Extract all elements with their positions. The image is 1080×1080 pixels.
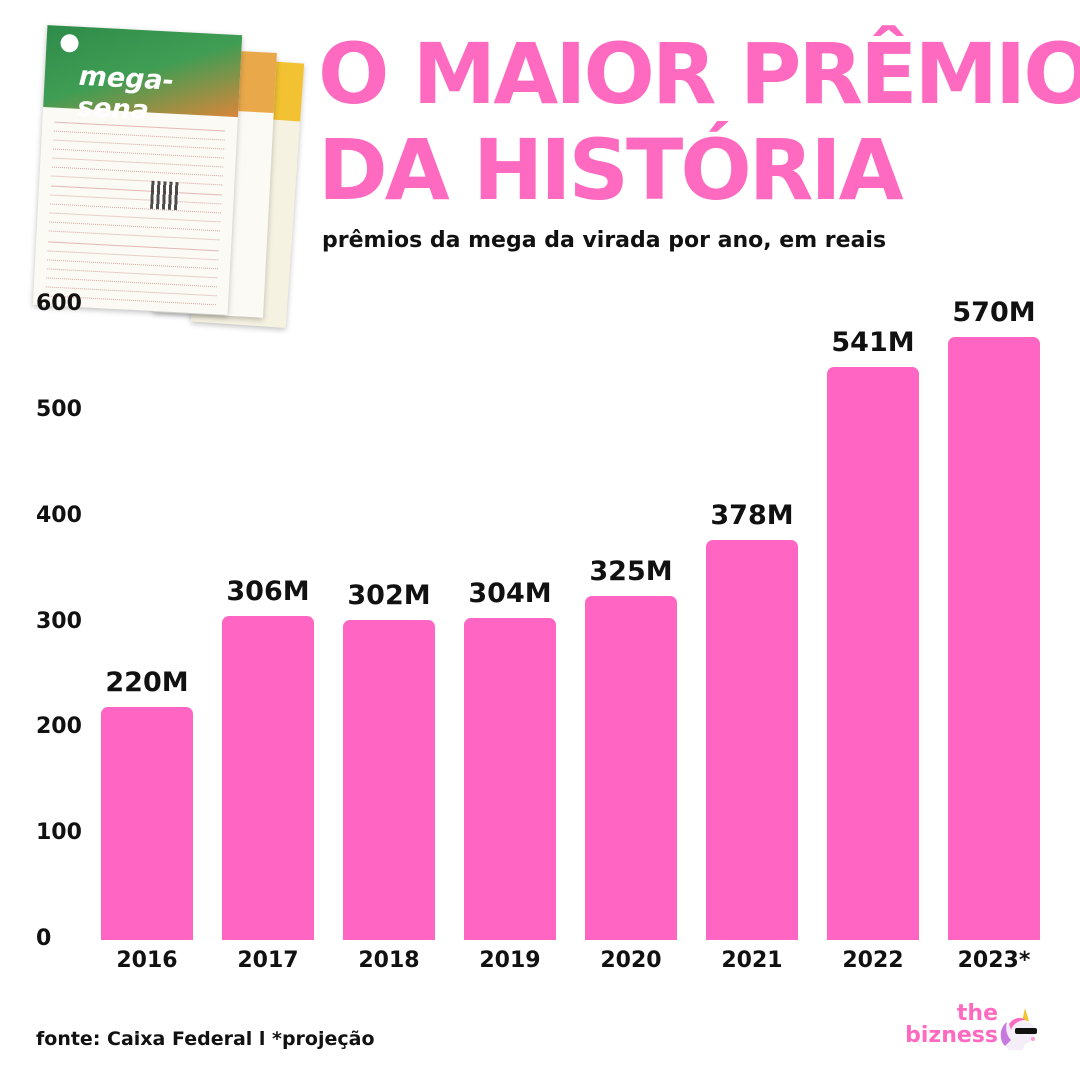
- title-line-1: O MAIOR PRÊMIO: [318, 25, 1080, 123]
- y-tick-label: 300: [36, 608, 82, 634]
- x-tick-label: 2022: [842, 948, 904, 973]
- bar-value-label: 541M: [831, 327, 915, 359]
- title-line-2: DA HISTÓRIA: [318, 121, 904, 219]
- brand-line-1: the: [956, 1001, 998, 1026]
- x-tick-label: 2019: [479, 948, 541, 973]
- y-tick-label: 0: [36, 926, 52, 951]
- x-tick-label: 2016: [116, 948, 178, 973]
- y-tick-label: 200: [36, 714, 82, 740]
- bar-2021: [706, 539, 798, 940]
- x-tick-label: 2017: [237, 948, 299, 973]
- x-tick-label: 2020: [600, 948, 662, 973]
- bar-value-label: 220M: [105, 667, 189, 699]
- x-tick-label: 2023*: [957, 948, 1031, 973]
- y-tick-label: 100: [36, 820, 82, 846]
- bar-value-label: 304M: [468, 578, 552, 610]
- bar-2023: [948, 336, 1040, 940]
- bar-value-label: 570M: [952, 296, 1036, 328]
- x-tick-label: 2018: [358, 948, 420, 973]
- y-tick-label: 400: [36, 502, 82, 528]
- bar-2016: [101, 707, 193, 940]
- y-tick-label: 500: [36, 396, 82, 422]
- bar-value-label: 302M: [347, 580, 431, 612]
- brand-line-2: bizness: [905, 1023, 998, 1048]
- y-tick-label: 600: [36, 291, 82, 316]
- bar-2020: [585, 596, 677, 940]
- bar-value-label: 325M: [589, 556, 673, 588]
- bar-value-label: 306M: [226, 576, 310, 608]
- unicorn-icon: [1000, 1008, 1037, 1050]
- brand-logo: the bizness: [898, 1003, 998, 1047]
- bar-2017: [222, 616, 314, 940]
- bar-2019: [464, 618, 556, 940]
- bar-2018: [343, 620, 435, 940]
- bar-value-label: 378M: [710, 499, 794, 531]
- source-note: fonte: Caixa Federal l *projeção: [36, 1028, 375, 1050]
- page-title: O MAIOR PRÊMIO DA HISTÓRIA: [318, 26, 1080, 218]
- chart-subtitle: prêmios da mega da virada por ano, em re…: [322, 228, 887, 253]
- x-tick-label: 2021: [721, 948, 783, 973]
- bar-2022: [827, 367, 919, 940]
